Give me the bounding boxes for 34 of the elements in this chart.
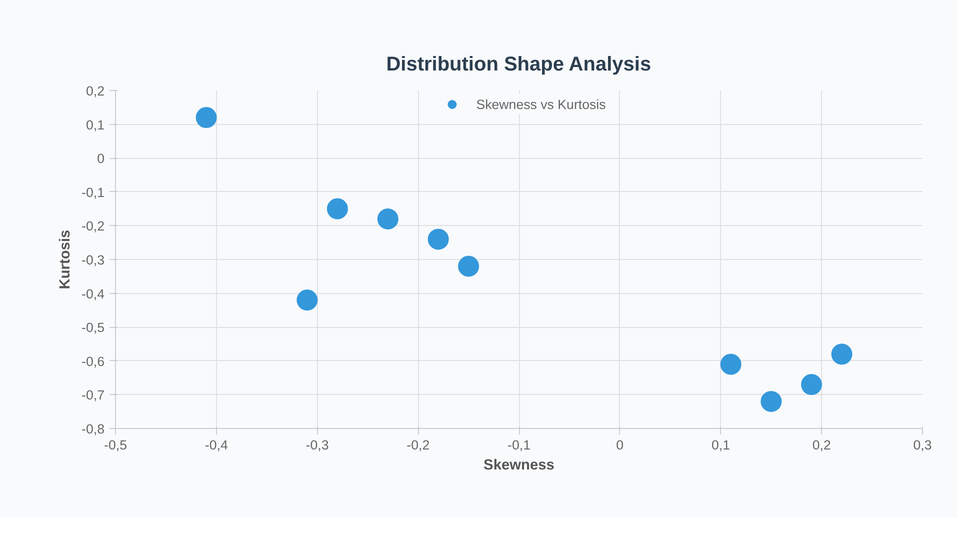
y-tick-label: -0,3: [82, 252, 104, 268]
point: [831, 344, 852, 365]
x-axis-title: Skewness: [484, 458, 554, 474]
point: [801, 374, 822, 396]
y-tick-label: -0,1: [82, 184, 104, 200]
y-tick-label: 0,2: [86, 84, 105, 98]
point: [296, 290, 318, 311]
point: [760, 390, 782, 412]
x-tick-label: -0,2: [406, 438, 430, 452]
point: [196, 107, 217, 128]
y-tick-label: -0,4: [82, 286, 106, 302]
legend-label: Skewness vs Kurtosis: [476, 96, 606, 112]
point: [377, 208, 398, 230]
x-tick-label: 0: [616, 438, 624, 452]
x-tick-label: -0,1: [508, 438, 530, 452]
x-tick-label: -0,4: [204, 438, 228, 452]
point: [428, 228, 449, 250]
x-tick-label: 0,1: [711, 438, 730, 452]
x-tick-label: 0,3: [913, 438, 932, 452]
y-tick-label: 0,1: [86, 117, 105, 132]
x-tick-label: -0,5: [104, 438, 127, 452]
y-tick-label: -0,7: [82, 388, 104, 403]
point: [458, 256, 480, 277]
x-tick-label: -0,3: [306, 438, 329, 452]
chart-title: Distribution Shape Analysis: [386, 54, 652, 76]
y-tick-label: 0: [97, 151, 105, 166]
y-tick-label: -0,2: [82, 218, 104, 234]
y-axis-title: Kurtosis: [58, 230, 74, 290]
y-tick-label: -0,5: [82, 320, 104, 336]
y-tick-label: -0,8: [82, 422, 104, 436]
x-tick-label: 0,2: [812, 438, 831, 452]
point: [326, 198, 348, 220]
y-tick-label: -0,6: [82, 354, 104, 369]
point: [720, 354, 742, 375]
